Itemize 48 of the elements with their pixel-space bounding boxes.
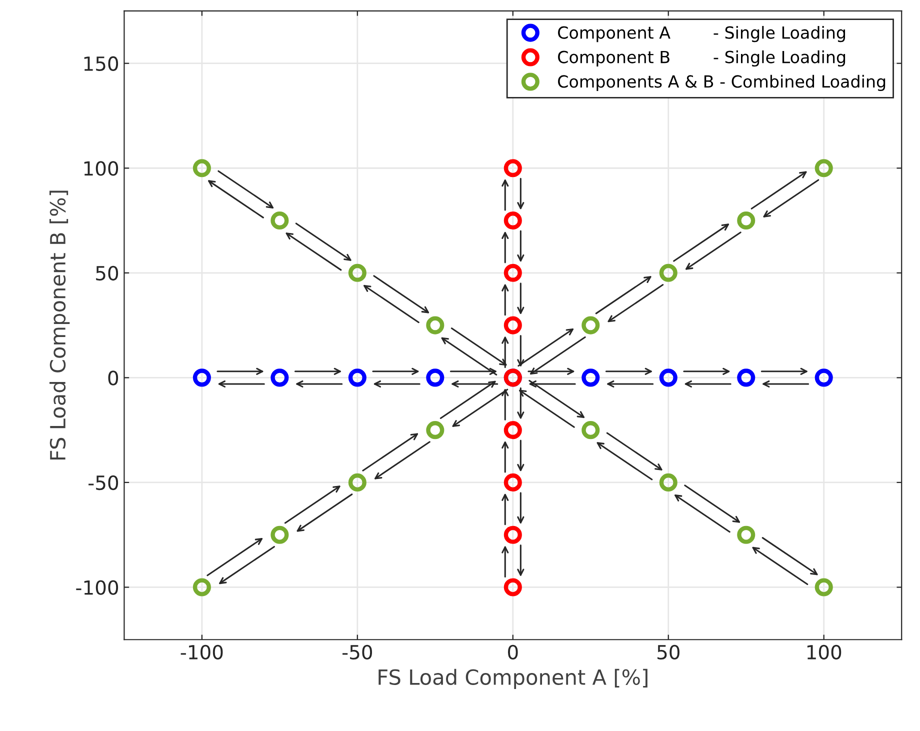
x-tick-label: -100 — [180, 644, 223, 660]
legend-label: Component A - Single Loading — [558, 26, 846, 42]
legend-label: Component B - Single Loading — [558, 50, 846, 67]
point — [504, 526, 522, 544]
point — [504, 473, 522, 492]
legend-label: Components A & B - Combined Loading — [558, 74, 886, 92]
point — [737, 211, 756, 230]
point — [348, 264, 366, 282]
x-tick-label: 0 — [508, 644, 518, 660]
x-tick-label: -50 — [342, 644, 372, 660]
y-tick-label: 100 — [84, 161, 118, 176]
point — [192, 368, 211, 387]
point — [270, 526, 289, 544]
x-tick-label: 50 — [658, 644, 680, 660]
point — [504, 316, 522, 334]
x-axis-title: FS Load Component A [%] — [378, 668, 648, 690]
point — [737, 368, 756, 387]
y-axis-title: FS Load Component B [%] — [49, 190, 70, 460]
y-tick-label: 150 — [84, 56, 118, 72]
point — [426, 368, 444, 387]
point — [582, 368, 600, 387]
point — [426, 316, 444, 334]
point — [192, 578, 211, 596]
y-tick-label: 0 — [108, 370, 118, 386]
point — [659, 368, 678, 387]
point — [270, 368, 289, 387]
y-tick-label: 50 — [96, 266, 118, 281]
point — [192, 159, 211, 178]
point — [814, 578, 833, 596]
point — [504, 159, 522, 178]
point — [348, 368, 366, 387]
point — [504, 211, 522, 230]
y-tick-label: -100 — [76, 580, 118, 595]
point — [504, 264, 522, 282]
point — [737, 526, 756, 544]
point — [659, 473, 678, 492]
point — [814, 159, 833, 178]
point — [348, 473, 366, 492]
point — [504, 421, 522, 440]
point — [582, 316, 600, 334]
point — [582, 421, 600, 440]
point — [504, 578, 522, 596]
point — [814, 368, 833, 387]
y-tick-label: -50 — [88, 475, 118, 490]
point — [426, 421, 444, 440]
point — [659, 264, 678, 282]
x-tick-label: 100 — [807, 644, 842, 660]
point — [270, 211, 289, 230]
